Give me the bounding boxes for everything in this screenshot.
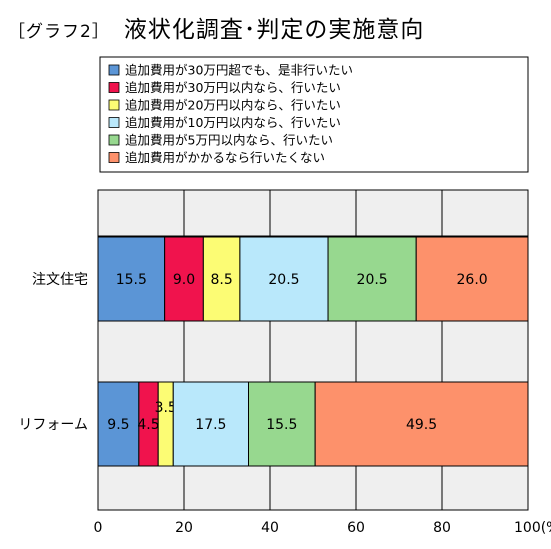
x-tick-label-5: 80	[433, 520, 451, 536]
data-label-1-1: 15.5	[116, 272, 147, 288]
bar-segment-1-1	[97, 236, 166, 322]
legend-label-5: 追加費用が5万円以内なら、行いたい	[125, 133, 333, 148]
legend-swatch-3	[108, 99, 120, 111]
legend-box	[99, 56, 529, 173]
data-label-1-4: 20.5	[268, 272, 299, 288]
data-label-1-6: 26.0	[457, 272, 488, 288]
data-label-1-2: 9.0	[173, 272, 195, 288]
legend: 追加費用が30万円超でも、是非行いたい追加費用が30万円以内なら、行いたい追加費…	[99, 56, 529, 173]
data-label-2-6: 49.5	[406, 417, 437, 433]
bar-segment-1-5	[327, 236, 417, 322]
bar-segment-1-6	[415, 236, 529, 322]
data-label-1-5: 20.5	[357, 272, 388, 288]
data-label-2-2: 4.5	[137, 417, 159, 433]
legend-swatch-2	[108, 82, 120, 93]
bar-segment-1-4	[239, 236, 329, 322]
legend-label-3: 追加費用が20万円以内なら、行いたい	[125, 98, 341, 113]
legend-label-2: 追加費用が30万円以内なら、行いたい	[125, 80, 341, 95]
plot-area: 15.5 9.0 8.5 20.5 20.5 26.0 注文住宅 9.5 4.53.5 17.5 1…	[18, 189, 551, 536]
graph-number-label: ［グラフ2］	[8, 22, 110, 42]
data-label-2-3: 3.5	[155, 400, 177, 416]
data-label-2-5: 15.5	[266, 417, 297, 433]
bar-segment-1-2	[164, 236, 204, 322]
legend-swatch-4	[108, 117, 120, 128]
plot-frame	[97, 189, 529, 511]
category-label-1: 注文住宅	[32, 272, 88, 288]
legend-swatch-6	[108, 152, 120, 163]
legend-swatch-5	[108, 134, 120, 146]
data-label-2-1: 9.5	[107, 417, 129, 433]
bar-segment-2-4	[172, 381, 249, 467]
x-tick-label-2: 20	[175, 520, 193, 536]
x-tick-label-1: 0	[94, 520, 103, 536]
bar-segment-2-5	[248, 381, 316, 467]
legend-swatch-1	[108, 64, 120, 76]
x-tick-label-3: 40	[261, 520, 279, 536]
legend-label-6: 追加費用がかかるなら行いたくない	[125, 150, 325, 165]
data-label-2-4: 17.5	[195, 417, 226, 433]
chart-title: 液状化調査･判定の実施意向	[123, 17, 425, 43]
title-row: ［グラフ2］ 液状化調査･判定の実施意向	[8, 10, 424, 46]
x-tick-label-4: 60	[347, 520, 365, 536]
data-label-1-3: 8.5	[210, 272, 232, 288]
bar-segment-2-3	[157, 381, 174, 467]
legend-label-1: 追加費用が30万円超でも、是非行いたい	[125, 63, 353, 78]
x-tick-label-6: 100(%)	[514, 520, 551, 536]
category-label-2: リフォーム	[18, 417, 88, 433]
bar-segment-2-6	[314, 381, 529, 467]
bar-segment-2-1	[97, 381, 140, 467]
legend-label-4: 追加費用が10万円以内なら、行いたい	[125, 115, 341, 130]
